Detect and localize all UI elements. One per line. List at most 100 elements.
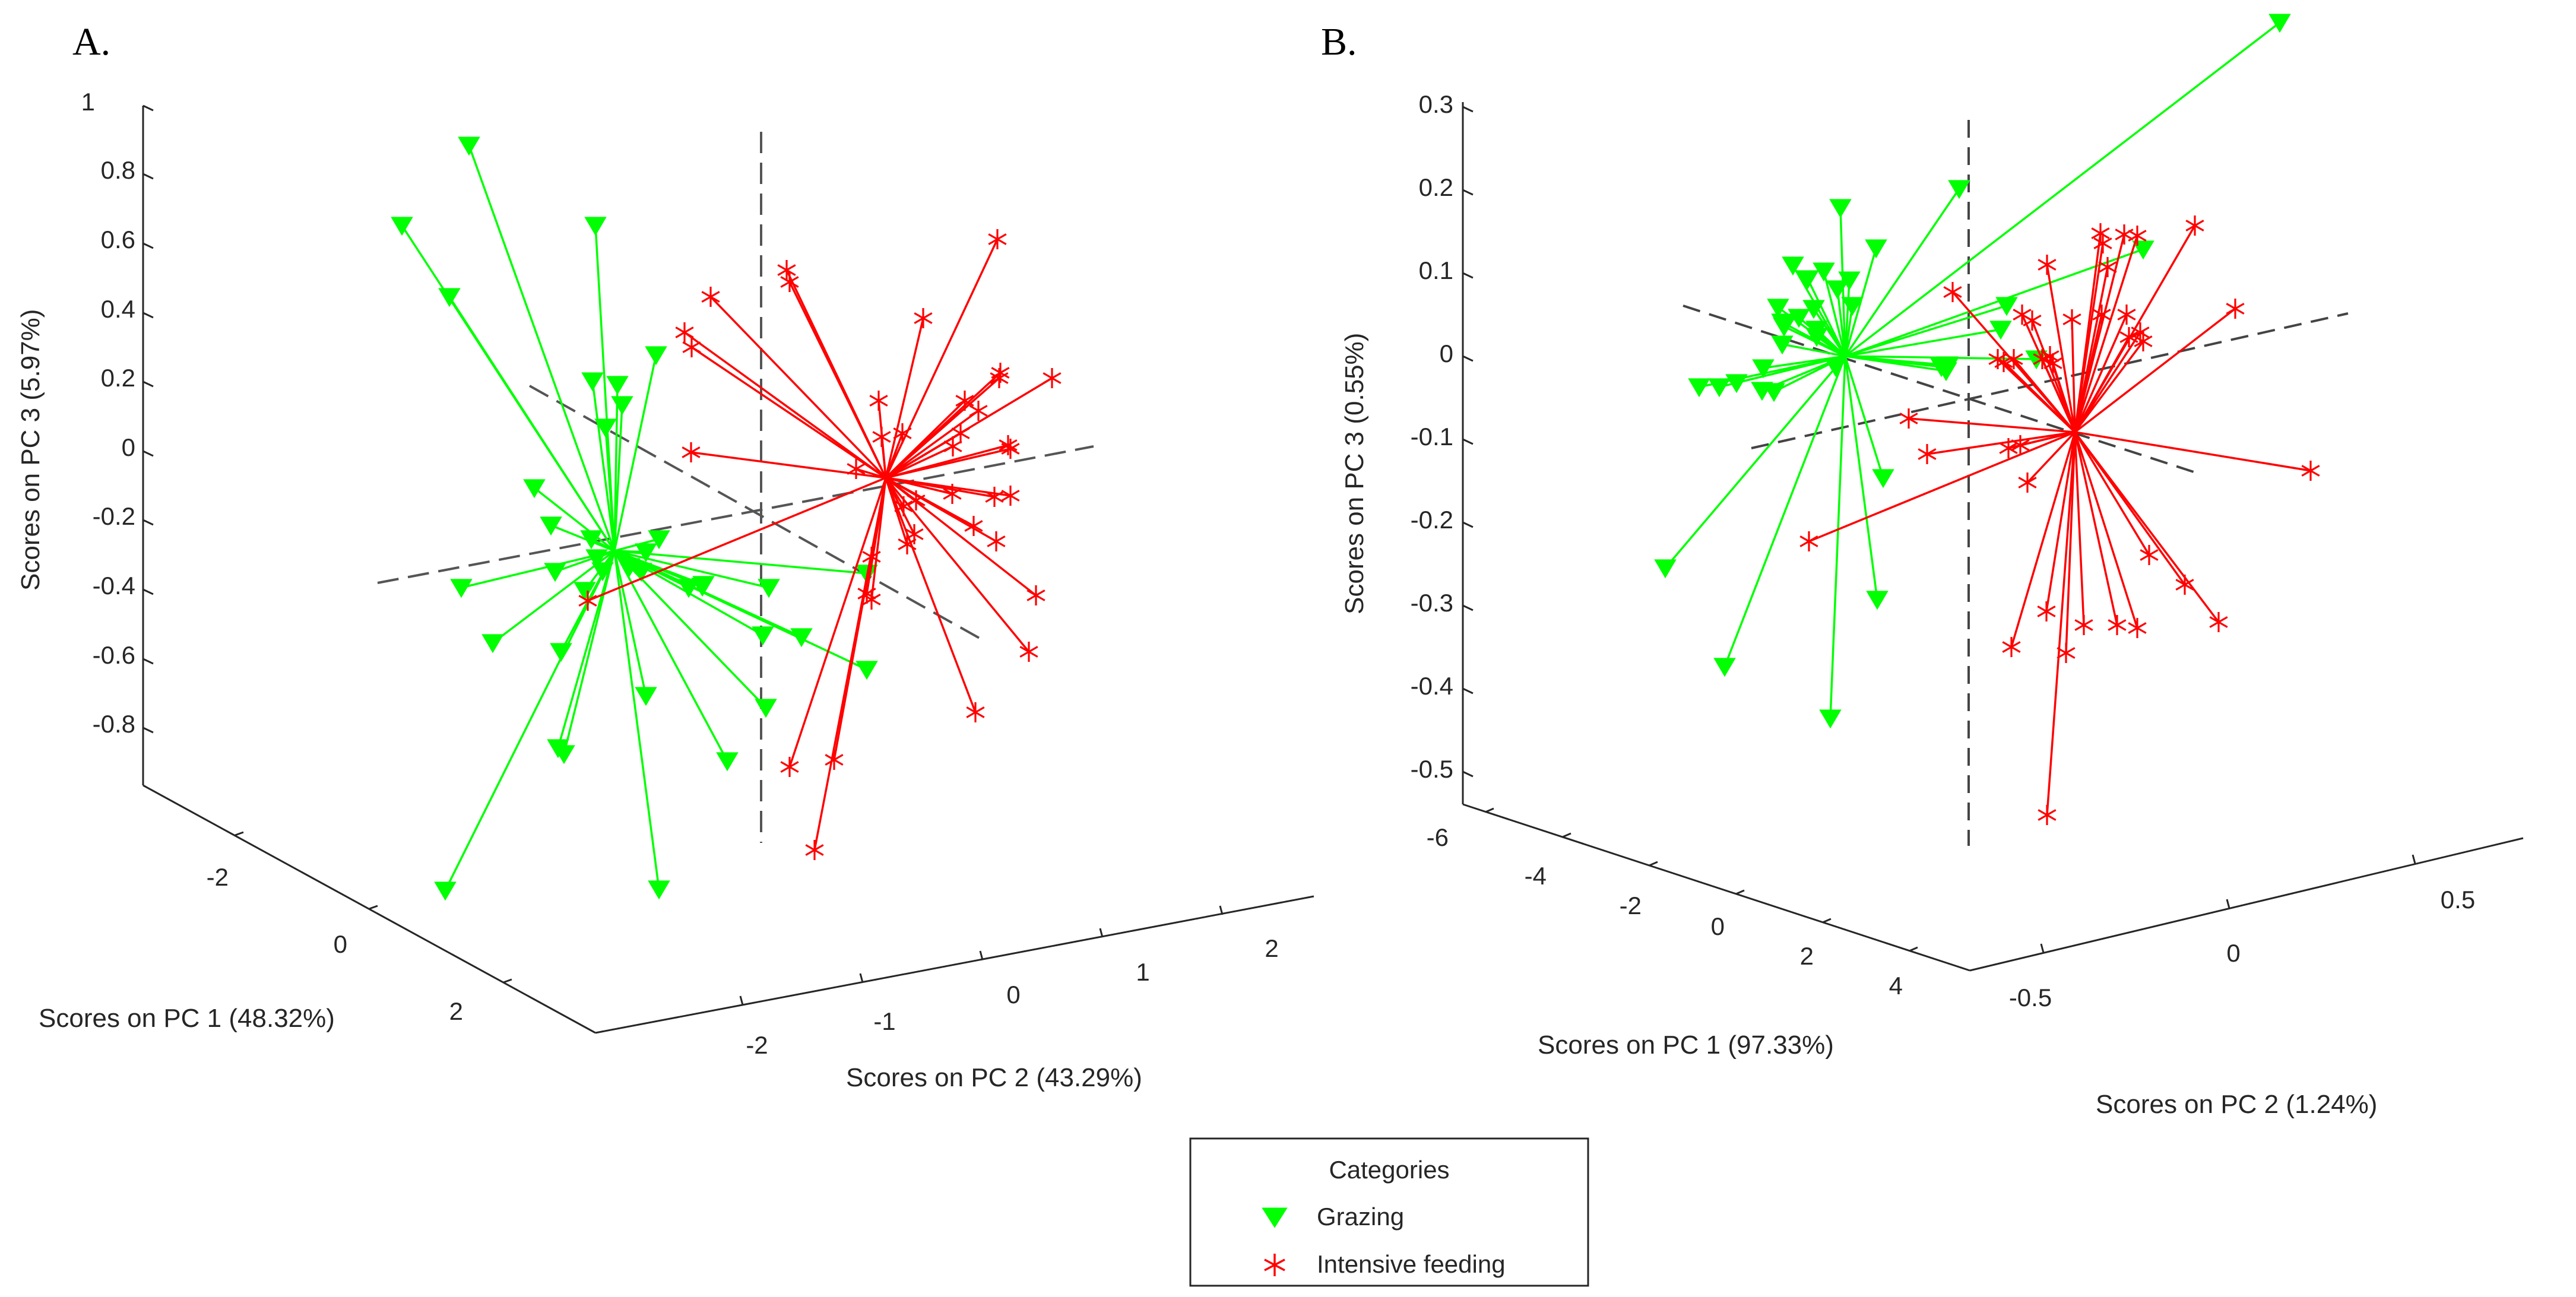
panel-a-grazing-point — [630, 563, 652, 582]
panel-a-grazing-point — [550, 643, 572, 662]
panel-a-x-ticks: -2 0 2 — [207, 831, 512, 1025]
legend-intensive-label: Intensive feeding — [1317, 1250, 1506, 1278]
panel-b-z-ticks: 0.3 0.2 0.1 0 -0.1 -0.2 -0.3 -0.4 -0.5 — [1411, 90, 1474, 783]
panel-a-z-tick-mark — [142, 727, 154, 734]
panel-b-y-tick-label: 0.5 — [2441, 886, 2475, 914]
panel-b-grazing-spoke — [1844, 356, 1878, 600]
panel-b-intensive-point — [2185, 215, 2204, 236]
panel-b-intensive-point — [2002, 637, 2021, 657]
legend: Categories Grazing Intensive feeding — [1189, 1137, 1589, 1287]
panel-b-y-tick-mark — [2040, 943, 2045, 953]
panel-b-intensive-spoke — [2074, 432, 2085, 626]
panel-a-intensive-point — [682, 442, 701, 462]
panel-b-intensive-point — [1899, 408, 1918, 429]
panel-a-intensive-point — [777, 260, 796, 280]
panel-a-x-tick-label: 0 — [334, 930, 347, 958]
panel-a-x-tick-label: -2 — [207, 863, 229, 891]
panel-a-grazing-point — [755, 699, 777, 718]
panel-b-grazing-spoke — [1813, 308, 1846, 357]
panel-b-z-tick-mark — [1462, 355, 1474, 362]
panel-b-intensive-point — [2119, 327, 2138, 347]
legend-intensive-marker-icon — [1264, 1254, 1285, 1276]
panel-b-z-tick-mark — [1462, 438, 1474, 445]
panel-b-intensive-point — [1918, 444, 1937, 464]
panel-a-grazing-spoke — [563, 550, 616, 754]
panel-b-grazing-point — [2132, 240, 2154, 260]
panel-a-reference-lines — [377, 132, 1094, 843]
panel-a-intensive-point — [988, 229, 1007, 249]
panel-b-intensive-spoke — [2074, 307, 2236, 433]
panel-a-letter: A. — [72, 20, 110, 64]
panel-a-grazing-point — [856, 661, 878, 680]
panel-b-x-ticks: -6 -4 -2 0 2 4 — [1427, 807, 1918, 1000]
panel-b-intensive-point — [2023, 310, 2042, 331]
panel-b-grazing-spoke — [1845, 305, 2007, 357]
panel-b-intensive-spoke — [2074, 340, 2144, 433]
panel-a-grazing-point — [544, 563, 566, 582]
panel-a-z-tick-mark — [142, 588, 154, 595]
panel-b-intensive-point — [2043, 353, 2062, 373]
panel-a-y-tick-mark — [1099, 928, 1104, 938]
panel-a-intensive-spoke — [885, 477, 977, 713]
panel-b-grazing-point — [1763, 383, 1785, 402]
panel-b-grazing-point — [1872, 469, 1894, 489]
panel-a-intensive-point — [857, 584, 876, 604]
panel-b-grazing-point — [1771, 335, 1794, 355]
panel-b-intensive-point — [2108, 615, 2127, 635]
panel-a-grazing-point — [580, 530, 603, 550]
panel-a-intensive-point — [805, 840, 824, 860]
panel-b-intensive-spoke — [2010, 432, 2076, 648]
panel-a-y-ticks: -2 -1 0 1 2 — [739, 905, 1279, 1059]
panel-a-z-tick-mark — [142, 519, 154, 526]
panel-a-intensive-spoke — [885, 239, 999, 478]
panel-b-intensive-point — [2209, 612, 2228, 632]
panel-a-intensive-point — [907, 490, 926, 510]
panel-b-z-tick-mark — [1462, 687, 1474, 695]
panel-b-x-axis-line — [1462, 803, 1970, 972]
panel-a-intensive-spoke — [683, 331, 887, 479]
panel-b-intensive-spoke — [2013, 358, 2076, 433]
panel-b-intensive-point — [2226, 299, 2245, 319]
panel-b-z-tick-label: -0.3 — [1411, 589, 1453, 617]
panel-b-y-ticks: -0.5 0 0.5 — [2009, 854, 2475, 1011]
panel-a-z-tick-mark — [142, 173, 154, 180]
panel-b-intensive-point — [2128, 618, 2147, 638]
panel-b-x-tick-mark — [1735, 889, 1745, 895]
panel-b-grazing-point — [1688, 378, 1710, 398]
panel-a-box-axes — [142, 106, 1314, 1034]
panel-a-grazing-point — [481, 634, 504, 654]
panel-a-intensive-spoke — [885, 477, 1030, 653]
panel-b-x-tick-mark — [1562, 832, 1571, 838]
panel-a-y-tick-mark — [859, 973, 864, 983]
panel-a-intensive-point — [964, 516, 983, 536]
panel-b-x-tick-mark — [1485, 807, 1494, 813]
panel-a-intensive-point — [898, 534, 917, 554]
panel-a-grazing-point — [523, 479, 546, 499]
panel-b-intensive-spoke — [2046, 432, 2076, 816]
panel-a-intensive-spoke — [709, 296, 887, 479]
panel-a-x-axis-line — [142, 784, 596, 1034]
panel-a-intensive-point — [872, 427, 891, 447]
panel-b-x-axis-title: Scores on PC 1 (97.33%) — [1538, 1030, 1834, 1060]
panel-b-intensive-spoke — [2074, 243, 2104, 433]
panel-b-intensive-point — [2134, 331, 2153, 351]
panel-a-grazing-spoke — [533, 487, 616, 552]
panel-a-grazing-point — [450, 579, 473, 598]
panel-b-x-tick-label: 0 — [1711, 912, 1725, 940]
panel-b-intensive-point — [2093, 233, 2112, 253]
panel-a-y-tick-mark — [739, 995, 744, 1006]
panel-a-x-axis-title: Scores on PC 1 (48.32%) — [39, 1004, 335, 1033]
panel-b-intensive-spoke — [2074, 432, 2118, 626]
panel-a-grazing-point — [540, 516, 562, 536]
panel-b-grazing-spoke — [1807, 278, 1846, 357]
panel-a-intensive-point — [955, 391, 974, 411]
panel-b-grazing-point — [1824, 358, 1847, 378]
panel-a-grazing-point — [752, 626, 774, 646]
panel-b-grazing-spoke — [1723, 356, 1846, 667]
panel-b-grazing-point — [1813, 262, 1835, 282]
panel-a-intensive-point — [1001, 486, 1020, 506]
panel-b-grazing-point — [1826, 280, 1849, 300]
panel-a-grazing-point — [581, 372, 604, 392]
panel-b-intensive-spoke — [2071, 319, 2076, 433]
